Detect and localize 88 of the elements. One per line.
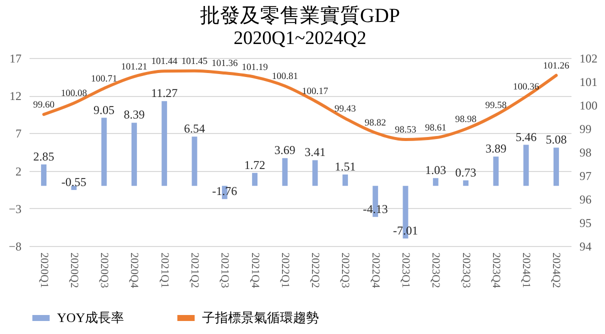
bar <box>432 178 438 186</box>
x-tick-label: 2020Q4 <box>128 252 140 288</box>
bar <box>41 164 46 186</box>
y-tick-label: 2 <box>16 164 22 178</box>
x-tick-label: 2023Q4 <box>490 252 502 288</box>
data-label: 100.71 <box>91 74 118 84</box>
data-label: 101.45 <box>181 56 208 67</box>
bar <box>131 122 137 186</box>
data-label: 100.36 <box>513 82 540 93</box>
data-label: 101.26 <box>543 61 570 72</box>
y-tick-label: 7 <box>16 126 22 141</box>
bar <box>312 160 318 186</box>
legend-label: YOY成長率 <box>57 310 124 325</box>
bar <box>252 172 258 186</box>
data-label: 5.08 <box>546 132 567 147</box>
x-tick-label: 2022Q2 <box>309 252 322 288</box>
y2-tick-label: 94 <box>580 240 592 254</box>
data-label: 98.82 <box>364 118 386 129</box>
data-label: 101.36 <box>212 59 238 70</box>
data-label: 3.89 <box>485 142 506 156</box>
data-label: 1.72 <box>244 158 266 172</box>
data-label: 99.58 <box>485 100 507 111</box>
y2-tick-label: 101 <box>580 75 598 89</box>
data-label: 99.60 <box>33 100 55 110</box>
data-label: 98.98 <box>455 114 477 125</box>
bar <box>463 180 469 186</box>
data-label: -7.01 <box>393 224 418 238</box>
x-tick-label: 2023Q2 <box>430 252 442 288</box>
y-tick-label: 17 <box>10 52 22 66</box>
data-label: 8.39 <box>124 108 145 122</box>
bar <box>342 174 348 186</box>
data-label: 3.69 <box>274 143 296 158</box>
y-tick-label: −3 <box>8 202 22 216</box>
data-label: 3.41 <box>304 145 326 160</box>
bar <box>554 148 559 186</box>
x-tick-label: 2020Q3 <box>98 252 110 288</box>
x-tick-label: 2024Q2 <box>550 252 562 288</box>
x-tick-label: 2023Q3 <box>460 252 472 288</box>
x-tick-label: 2021Q4 <box>248 252 261 288</box>
y2-tick-label: 100 <box>580 98 598 112</box>
data-label: 101.21 <box>121 62 148 73</box>
x-tick-label: 2021Q3 <box>218 252 231 288</box>
y2-tick-label: 96 <box>580 192 592 206</box>
x-tick-label: 2021Q1 <box>158 252 170 288</box>
chart-subtitle: 2020Q1~2024Q2 <box>234 28 366 49</box>
y2-tick-label: 102 <box>580 52 598 66</box>
y-tick-label: 12 <box>10 89 22 104</box>
x-tick-label: 2023Q1 <box>400 252 412 288</box>
data-label: 1.51 <box>334 159 356 174</box>
bar <box>523 144 529 186</box>
data-label: 101.19 <box>242 63 268 74</box>
data-label: 100.17 <box>302 87 328 98</box>
x-tick-label: 2024Q1 <box>520 252 532 288</box>
data-label: 100.08 <box>60 89 88 100</box>
bar <box>101 118 107 186</box>
data-label: -0.55 <box>61 174 86 189</box>
x-tick-label: 2022Q3 <box>339 252 352 288</box>
legend-label: 子指標景氣循環趨勢 <box>202 310 319 325</box>
x-tick-label: 2020Q2 <box>68 252 80 288</box>
data-label: 6.54 <box>184 122 205 136</box>
bar <box>192 136 198 186</box>
y2-tick-label: 95 <box>580 216 592 230</box>
y2-tick-label: 99 <box>580 122 592 136</box>
data-label: 0.73 <box>455 165 476 180</box>
y-tick-label: −8 <box>8 240 22 254</box>
bar <box>282 158 288 186</box>
data-label: 99.43 <box>334 104 356 114</box>
data-label: 9.05 <box>94 102 115 117</box>
data-label: 2.85 <box>33 149 54 164</box>
data-label: 98.61 <box>424 124 447 134</box>
bar <box>71 186 77 190</box>
bar <box>162 101 168 186</box>
x-tick-label: 2020Q1 <box>38 252 50 288</box>
y2-tick-label: 98 <box>580 146 592 160</box>
x-tick-label: 2022Q4 <box>369 252 382 288</box>
data-label: 11.27 <box>151 86 178 100</box>
x-tick-label: 2021Q2 <box>188 252 200 288</box>
x-tick-label: 2022Q1 <box>278 252 291 288</box>
bar <box>493 156 499 186</box>
y2-tick-label: 97 <box>580 169 592 183</box>
chart-title: 批發及零售業實質GDP <box>200 5 400 27</box>
data-label: 5.46 <box>516 130 537 144</box>
data-label: 100.81 <box>272 72 298 82</box>
data-label: 98.53 <box>394 126 416 136</box>
data-label: 1.03 <box>425 163 446 178</box>
data-label: -4.13 <box>362 202 388 216</box>
data-label: 101.44 <box>151 57 178 68</box>
data-label: -1.76 <box>212 184 238 198</box>
